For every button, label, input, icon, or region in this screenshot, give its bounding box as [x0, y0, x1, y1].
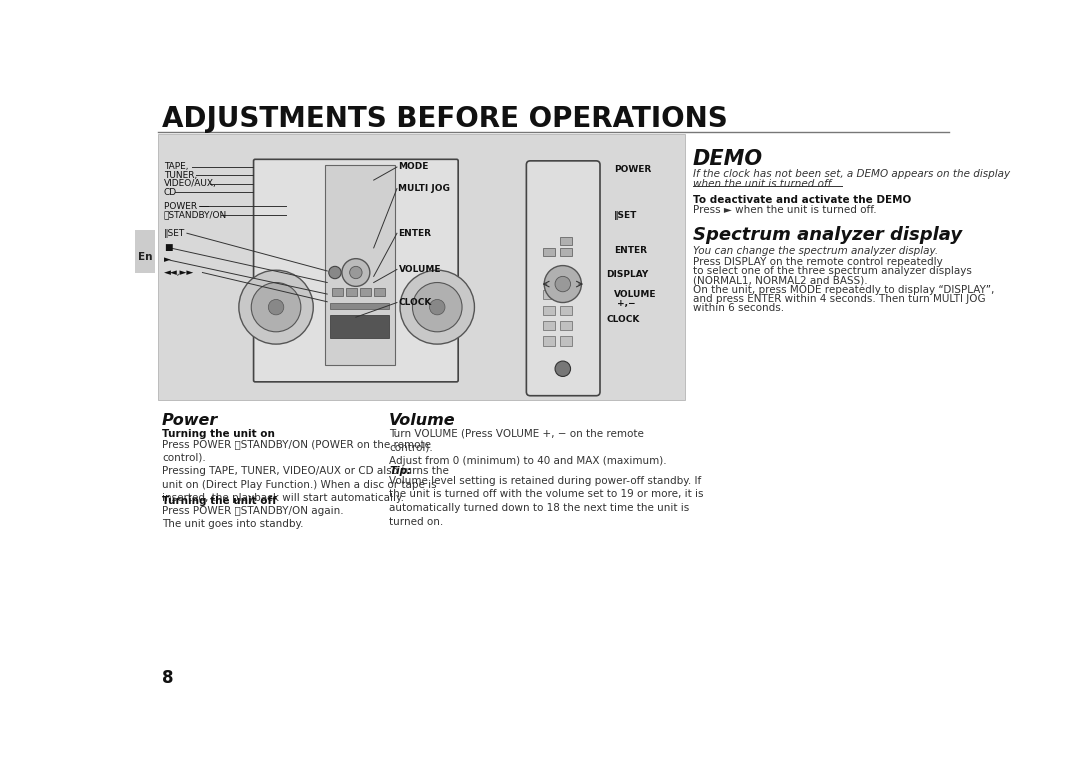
- Bar: [325, 165, 394, 365]
- Text: when the unit is turned off.: when the unit is turned off.: [693, 179, 835, 188]
- Text: and press ENTER within 4 seconds. Then turn MULTI JOG: and press ENTER within 4 seconds. Then t…: [693, 294, 986, 304]
- Text: You can change the spectrum analyzer display.: You can change the spectrum analyzer dis…: [693, 246, 939, 256]
- Text: ADJUSTMENTS BEFORE OPERATIONS: ADJUSTMENTS BEFORE OPERATIONS: [162, 105, 728, 134]
- Text: Press ► when the unit is turned off.: Press ► when the unit is turned off.: [693, 204, 877, 214]
- Text: POWER ―: POWER ―: [164, 201, 208, 211]
- Text: TUNER,: TUNER,: [164, 171, 197, 180]
- Text: +,−: +,−: [617, 299, 635, 308]
- Circle shape: [328, 266, 341, 278]
- Text: Turn VOLUME (Press VOLUME +, − on the remote
control).
Adjust from 0 (minimum) t: Turn VOLUME (Press VOLUME +, − on the re…: [389, 429, 666, 466]
- Text: ⏻STANDBY/ON: ⏻STANDBY/ON: [164, 210, 227, 219]
- Bar: [360, 288, 370, 295]
- Bar: [559, 290, 572, 299]
- Circle shape: [430, 299, 445, 315]
- Bar: [159, 134, 685, 400]
- Text: En: En: [138, 252, 152, 262]
- Text: 8: 8: [162, 669, 174, 687]
- Text: (NORMAL1, NORMAL2 and BASS).: (NORMAL1, NORMAL2 and BASS).: [693, 275, 867, 285]
- Bar: [559, 336, 572, 346]
- Bar: [332, 288, 342, 295]
- Text: VOLUME: VOLUME: [613, 290, 657, 299]
- Circle shape: [268, 299, 284, 315]
- Text: Press POWER ⏻STANDBY/ON again.
The unit goes into standby.: Press POWER ⏻STANDBY/ON again. The unit …: [162, 506, 343, 530]
- Text: ■: ■: [164, 243, 172, 253]
- Text: Turning the unit off: Turning the unit off: [162, 496, 276, 506]
- Text: Power: Power: [162, 414, 218, 428]
- Bar: [330, 303, 389, 309]
- Text: CD: CD: [164, 188, 177, 197]
- Text: To deactivate and activate the DEMO: To deactivate and activate the DEMO: [693, 195, 912, 204]
- FancyBboxPatch shape: [526, 161, 600, 396]
- Bar: [542, 248, 555, 256]
- Text: to select one of the three spectrum analyzer displays: to select one of the three spectrum anal…: [693, 266, 972, 276]
- Bar: [542, 321, 555, 330]
- Circle shape: [555, 361, 570, 376]
- Circle shape: [239, 270, 313, 344]
- Bar: [559, 248, 572, 256]
- Circle shape: [350, 266, 362, 278]
- Text: Turning the unit on: Turning the unit on: [162, 429, 275, 439]
- Bar: [374, 288, 384, 295]
- Text: ENTER: ENTER: [613, 246, 647, 255]
- Circle shape: [555, 276, 570, 291]
- Text: Volume level setting is retained during power-off standby. If
the unit is turned: Volume level setting is retained during …: [389, 476, 704, 526]
- Circle shape: [342, 259, 369, 286]
- FancyBboxPatch shape: [254, 159, 458, 382]
- Text: DISPLAY: DISPLAY: [606, 270, 648, 279]
- Text: Volume: Volume: [389, 414, 456, 428]
- Text: DEMO: DEMO: [693, 150, 764, 169]
- Circle shape: [413, 282, 462, 332]
- Text: VOLUME: VOLUME: [399, 265, 441, 274]
- Text: On the unit, press MODE repeatedly to display “DISPLAY”,: On the unit, press MODE repeatedly to di…: [693, 285, 995, 295]
- Text: Press DISPLAY on the remote control repeatedly: Press DISPLAY on the remote control repe…: [693, 257, 943, 267]
- Circle shape: [544, 266, 581, 303]
- Text: within 6 seconds.: within 6 seconds.: [693, 304, 784, 314]
- Text: TAPE,: TAPE,: [164, 163, 188, 172]
- Bar: [542, 306, 555, 315]
- Text: If the clock has not been set, a DEMO appears on the display: If the clock has not been set, a DEMO ap…: [693, 169, 1010, 179]
- Bar: [542, 290, 555, 299]
- Text: Tip:: Tip:: [389, 465, 411, 476]
- Text: VIDEO/AUX,: VIDEO/AUX,: [164, 179, 216, 188]
- Text: POWER: POWER: [613, 165, 651, 174]
- Bar: [135, 230, 156, 272]
- Text: ►: ►: [164, 256, 171, 265]
- Text: ◄◄,►►: ◄◄,►►: [164, 268, 194, 277]
- Text: CLOCK: CLOCK: [399, 298, 432, 307]
- Bar: [559, 321, 572, 330]
- Bar: [346, 288, 356, 295]
- Bar: [559, 237, 572, 245]
- Bar: [542, 336, 555, 346]
- Circle shape: [252, 282, 301, 332]
- Text: CLOCK: CLOCK: [606, 315, 639, 324]
- Text: ‖SET: ‖SET: [164, 229, 185, 237]
- Text: MULTI JOG: MULTI JOG: [399, 184, 450, 193]
- Text: MODE: MODE: [399, 163, 429, 172]
- Bar: [330, 315, 389, 338]
- Text: Press POWER ⏻STANDBY/ON (POWER on the remote
control).
Pressing TAPE, TUNER, VID: Press POWER ⏻STANDBY/ON (POWER on the re…: [162, 439, 449, 504]
- Text: ‖SET: ‖SET: [613, 211, 637, 220]
- Circle shape: [400, 270, 474, 344]
- Text: ENTER: ENTER: [399, 229, 432, 237]
- Text: Spectrum analyzer display: Spectrum analyzer display: [693, 227, 962, 244]
- Bar: [559, 306, 572, 315]
